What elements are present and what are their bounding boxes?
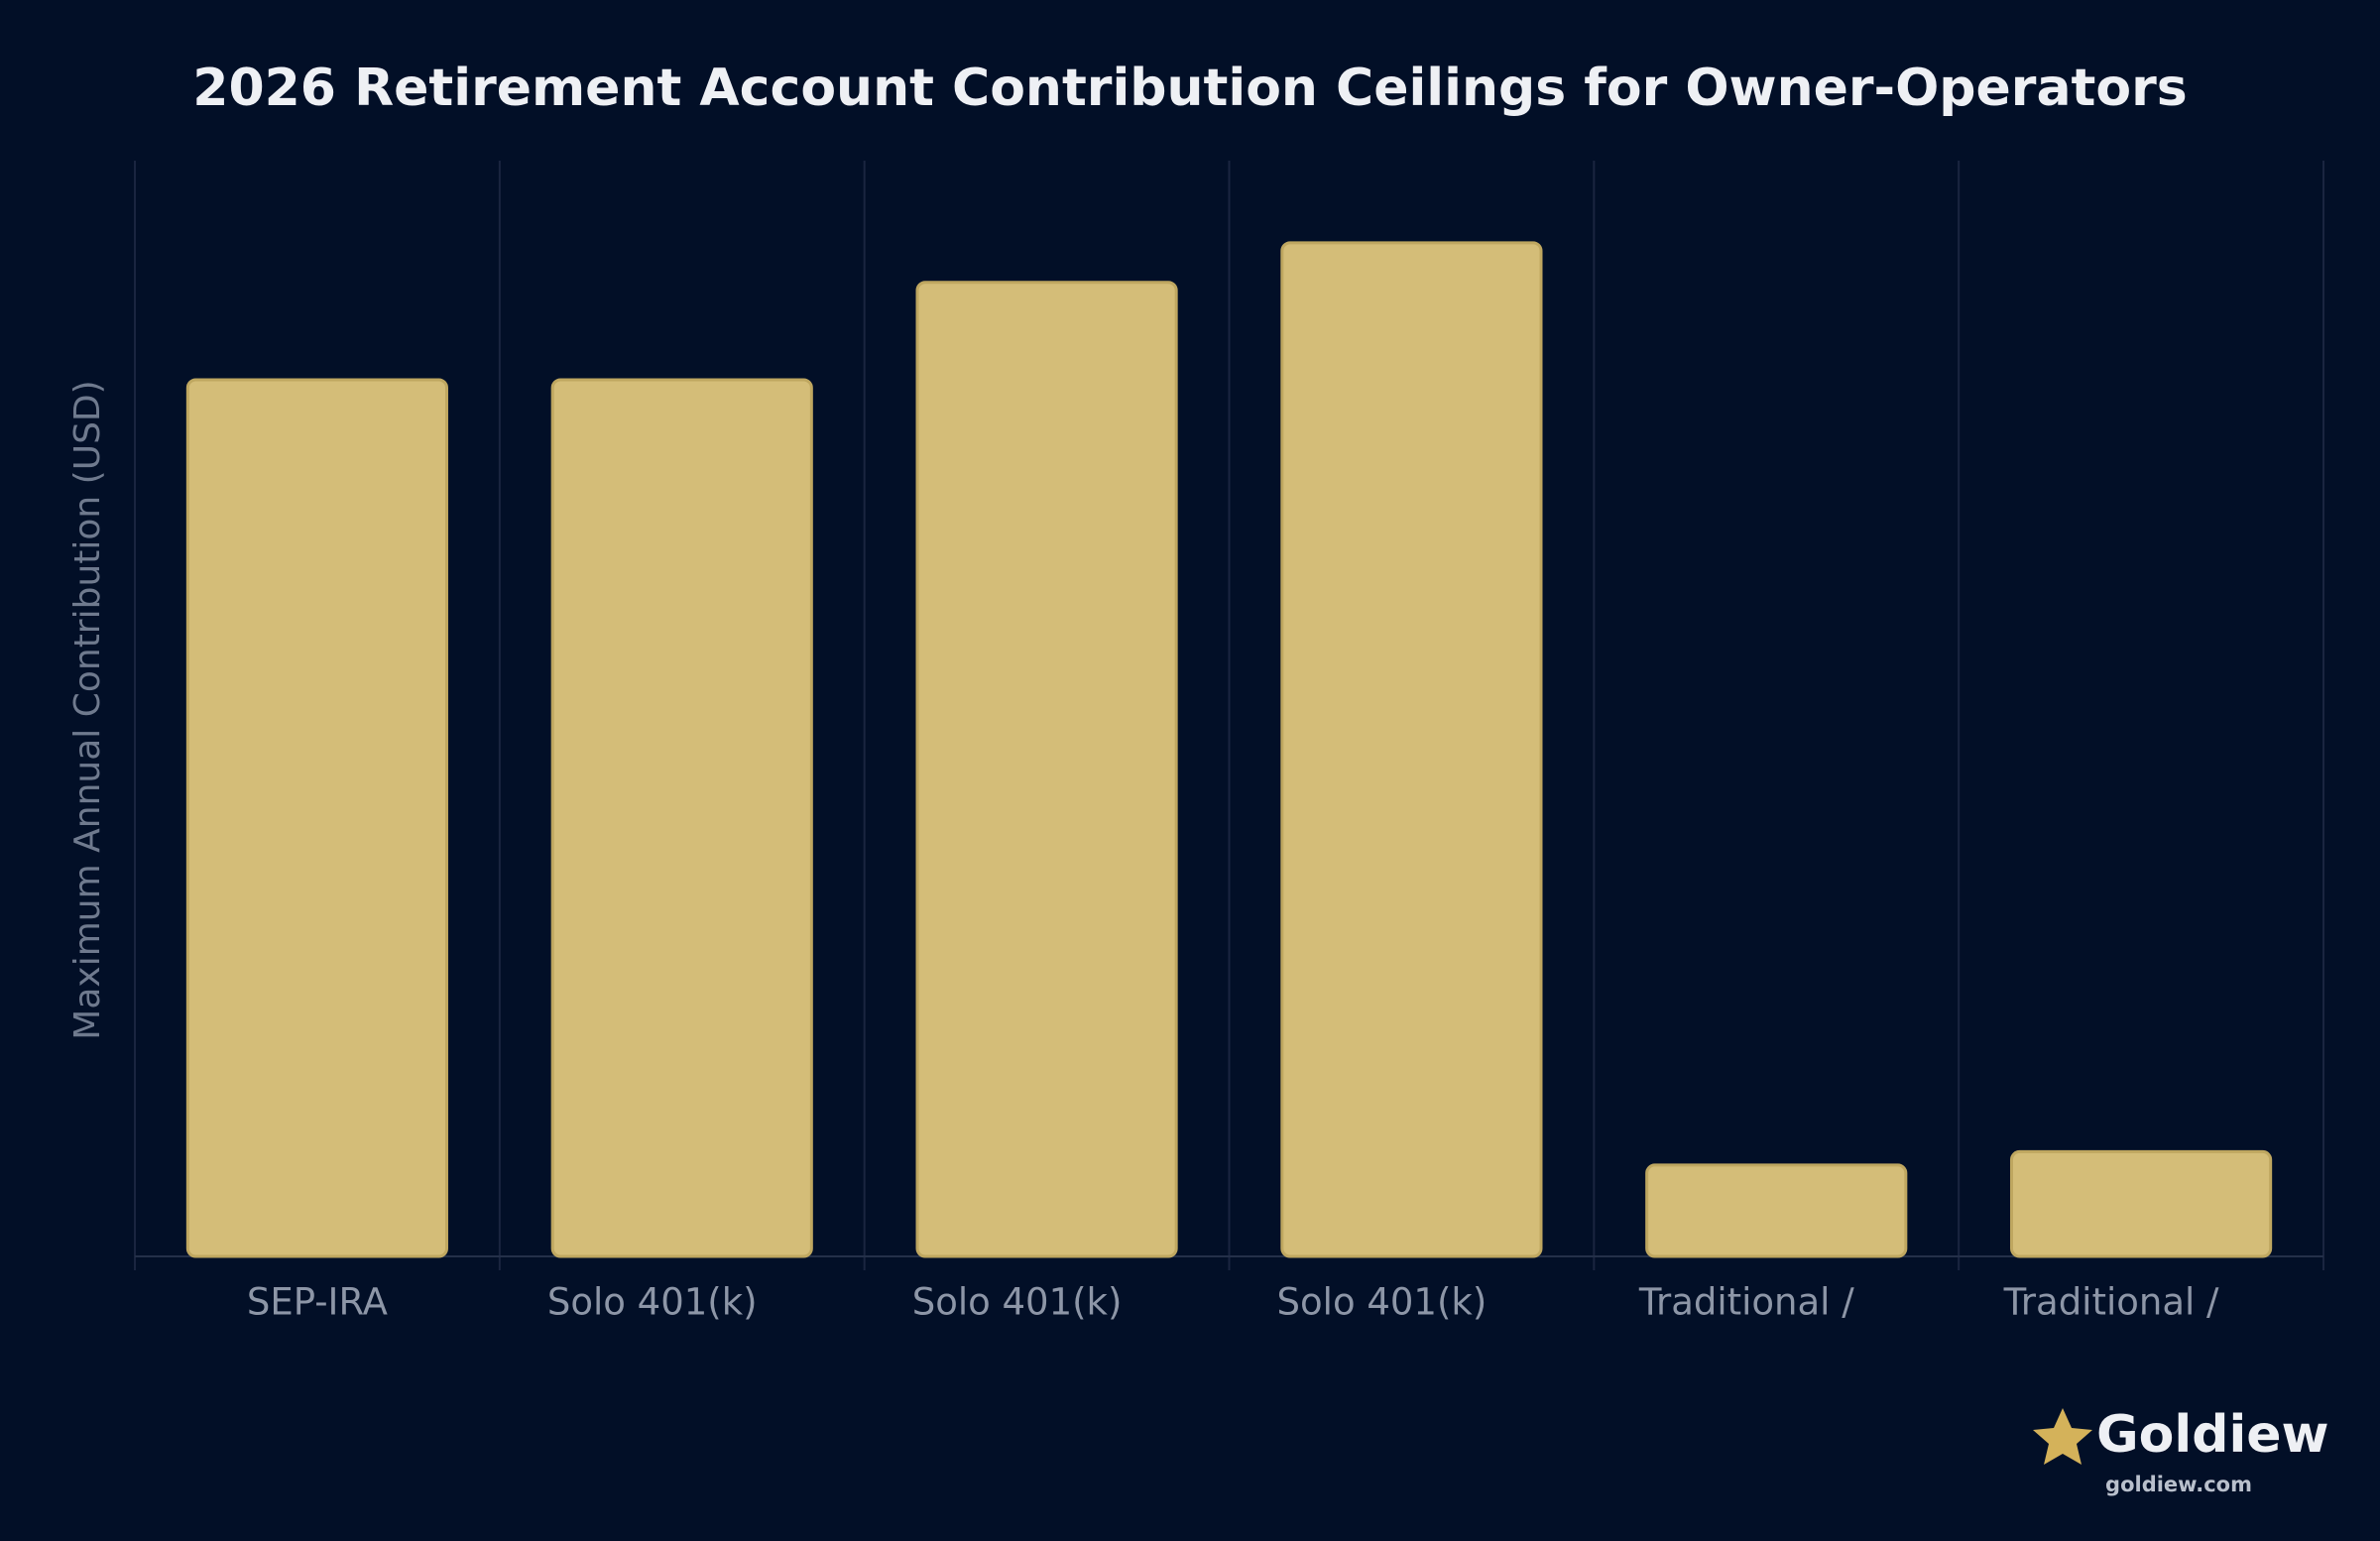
bar <box>185 378 448 1258</box>
x-tick-label: Solo 401(k) <box>547 1281 758 1324</box>
x-tick-label: SEP-IRA <box>247 1281 388 1324</box>
brand-url: goldiew.com <box>2105 1473 2252 1496</box>
brand-name: Goldiew <box>2096 1405 2329 1465</box>
bar <box>550 378 813 1258</box>
x-tick-label: Solo 401(k) <box>1277 1281 1488 1324</box>
bar <box>1645 1163 1908 1258</box>
bar <box>915 281 1178 1258</box>
y-axis-label: Maximum Annual Contribution (USD) <box>67 380 108 1039</box>
chart-title: 2026 Retirement Account Contribution Cei… <box>192 59 2187 118</box>
brand-star <box>2033 1408 2092 1465</box>
x-tick-label: Traditional / <box>1638 1281 1854 1324</box>
x-tick-label: Solo 401(k) <box>912 1281 1123 1324</box>
bar <box>2010 1149 2273 1258</box>
bar <box>1280 241 1543 1258</box>
brand: Goldiew goldiew.com <box>2033 1405 2329 1496</box>
x-tick-label: Traditional / <box>2003 1281 2219 1324</box>
